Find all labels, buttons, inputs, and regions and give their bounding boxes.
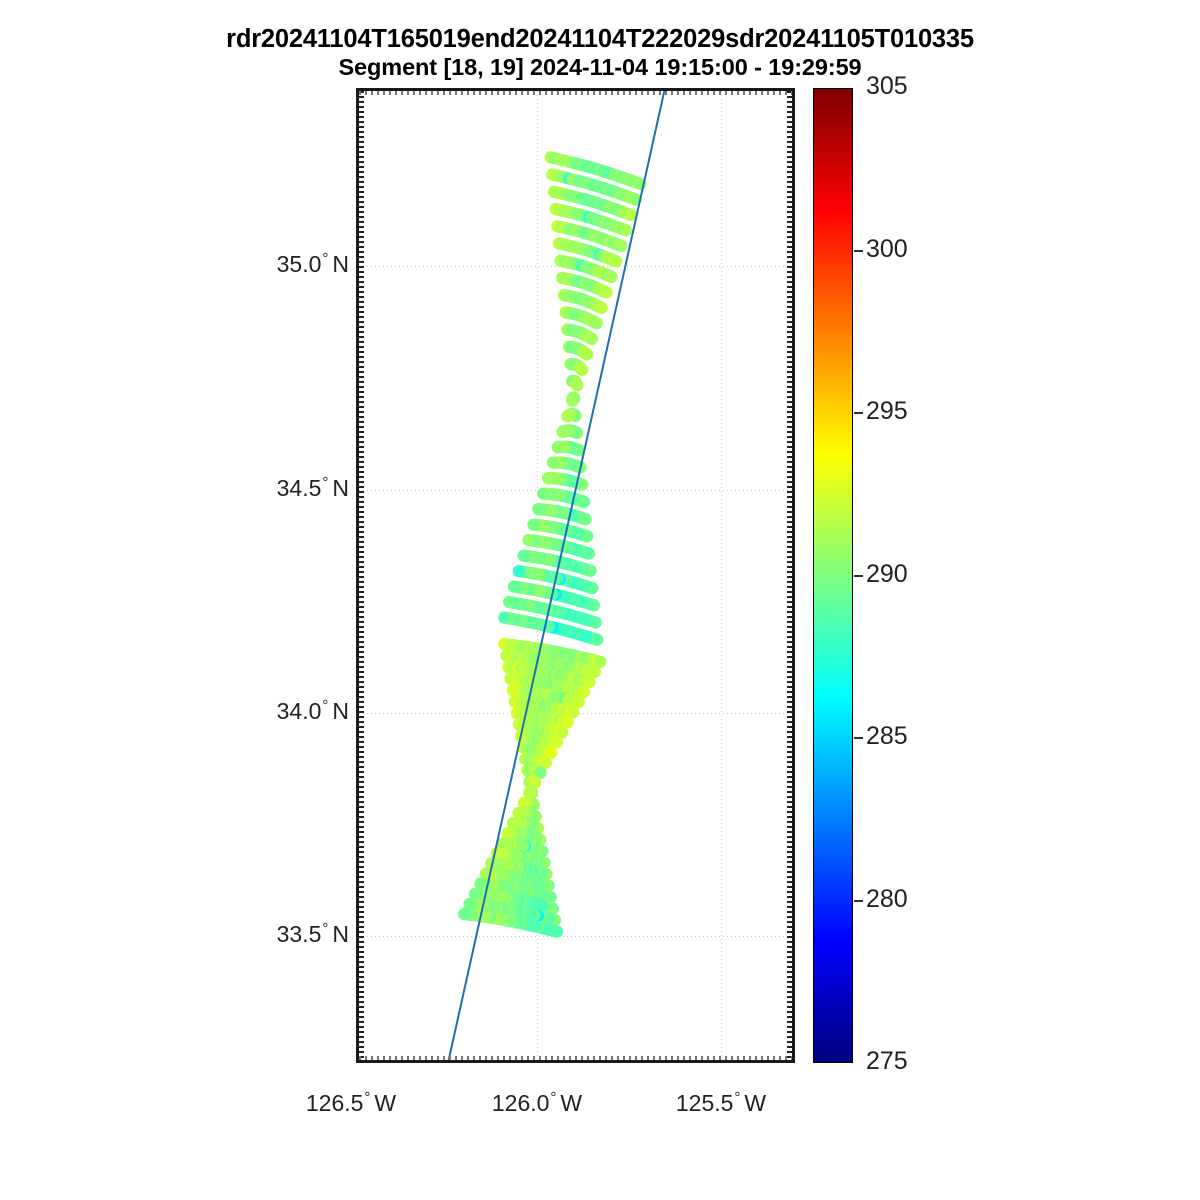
map-plot-inner [359,91,792,1060]
swath-pixel [588,665,601,679]
swath-pixel [468,887,482,901]
swath-pixel [523,786,536,800]
swath-data-points [457,151,647,938]
colorbar-tick [854,249,863,252]
colorbar-tick [854,412,863,414]
latitude-tick-label: 35.0° N [276,250,349,277]
swath-pixel [498,611,511,624]
swath-pixel [624,208,637,222]
colorbar-tick [854,737,863,739]
swath-pixel [506,816,520,830]
swath-pixel [463,897,476,911]
swath-pixel [583,675,596,689]
latitude-tick-label: 34.5° N [276,474,349,501]
axis-ticks-bottom [359,1056,792,1060]
longitude-tick-label: 125.5° W [675,1089,767,1116]
swath-pixel [539,756,553,769]
swath-pixel [561,410,574,423]
axis-ticks-top [359,91,792,95]
gridline-horizontal [359,936,792,937]
swath-pixel [517,796,531,810]
latitude-tick-label: 33.5° N [276,920,349,947]
swath-pixel [537,487,550,500]
map-plot-area [356,88,795,1063]
swath-pixel [571,379,584,392]
swath-pixel [605,270,618,284]
colorbar-tick-label: 275 [866,1047,908,1075]
swath-pixel [561,716,574,729]
swath-pixel [496,837,509,850]
title-subtitle-line: Segment [18, 19] 2024-11-04 19:15:00 - 1… [338,54,862,81]
swath-pixel [503,595,516,609]
swath-pixel [532,502,545,516]
swath-pixel [527,518,540,531]
figure-title: rdr20241104T165019end20241104T222029sdr2… [0,24,1200,82]
colorbar [813,88,853,1063]
colorbar-gradient [814,89,852,1062]
swath-pixel [577,685,591,699]
swath-pixel [550,736,563,749]
swath-pixel [512,806,525,820]
colorbar-tick [854,899,863,902]
swath-pixel [474,877,487,890]
swath-pixel [566,706,580,719]
colorbar-tick-label: 280 [866,884,908,913]
longitude-tick-label: 126.5° W [305,1089,397,1116]
swath-pixel [566,394,579,407]
gridline-vertical [721,91,722,1060]
axis-ticks-left [359,91,364,1060]
swath-pixel [534,766,547,779]
swath-pixel [575,363,589,376]
colorbar-tick [854,574,863,577]
swath-pixel [541,471,555,485]
swath-pixel [572,695,585,709]
swath-pixel [556,425,569,438]
swath-pixel [545,746,558,759]
swath-pixel [594,655,607,668]
swath-pixel [517,549,531,562]
swath-pixel [585,332,599,345]
colorbar-tick-label: 300 [866,234,908,263]
swath-pixel [614,239,628,253]
swath-pixel [609,255,623,268]
swath-pixel [512,564,526,578]
swath-pixel [551,440,565,454]
colorbar-tick-label: 295 [866,397,908,425]
ground-track-line [447,91,666,1060]
axis-ticks-right [787,91,792,1060]
title-main-line: rdr20241104T165019end20241104T222029sdr2… [226,25,974,53]
colorbar-tick-label: 305 [866,72,908,100]
swath-pixel [457,907,471,921]
swath-pixel [619,224,633,237]
swath-pixel [590,317,603,330]
swath-pixel [595,301,608,315]
swath-pixel [600,286,613,299]
swath-pixel [555,726,569,739]
swath-pixel [546,456,560,469]
colorbar-tick-label: 290 [866,559,908,588]
swath-scatter-layer [447,91,666,1060]
swath-pixel [580,348,594,361]
longitude-tick-label: 126.0° W [491,1089,583,1116]
latitude-tick-label: 34.0° N [276,697,349,724]
colorbar-tick-label: 285 [866,722,908,750]
swath-pixel [522,533,535,547]
swath-pixel [501,827,514,840]
swath-pixel [507,580,521,593]
